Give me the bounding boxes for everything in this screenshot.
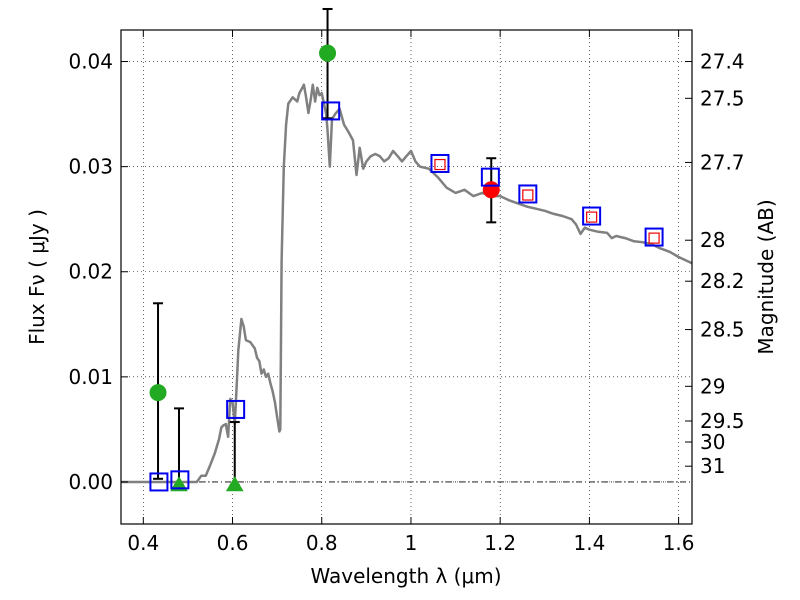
inner-photometry-square-3 <box>648 232 660 244</box>
model-photometry-square-3 <box>321 101 341 121</box>
data-point-3-0 <box>482 181 500 199</box>
x-tick-label-0: 0.4 <box>127 531 159 555</box>
y-axis-right-label: Magnitude (AB) <box>754 199 778 354</box>
inner-photometry-square-1 <box>522 189 534 201</box>
right-tick-label-3: 28 <box>700 228 725 252</box>
x-tick-label-3: 1 <box>405 531 418 555</box>
axes: 0.4 0.6 0.8 1 1.2 1.4 1.6 0.00 0.01 0.02 0.03 0.04 2… <box>68 30 745 555</box>
right-tick-label-0: 27.4 <box>700 50 745 74</box>
y-tick-label-3: 0.03 <box>68 155 113 179</box>
model-photometry-square-1 <box>170 470 190 490</box>
data-series <box>121 7 693 492</box>
inner-photometry-square-0 <box>434 158 446 171</box>
model-photometry-square-8 <box>644 227 664 247</box>
x-tick-label-2: 0.8 <box>306 531 338 555</box>
right-tick-label-8: 30 <box>700 430 725 454</box>
x-tick-label-1: 0.6 <box>217 531 249 555</box>
x-axis-label: Wavelength λ (μm) <box>310 564 501 588</box>
right-tick-label-5: 28.5 <box>700 318 745 342</box>
y-tick-label-2: 0.02 <box>68 260 113 284</box>
right-tick-label-1: 27.5 <box>700 86 745 110</box>
y-tick-label-1: 0.01 <box>68 365 113 389</box>
model-photometry-square-6 <box>518 184 538 204</box>
model-photometry-square-7 <box>582 206 602 226</box>
x-tick-label-6: 1.6 <box>663 531 695 555</box>
upper-limit-marker-1 <box>225 476 244 492</box>
upper-limit-marker-0 <box>170 476 188 492</box>
sed-model-line <box>121 83 693 484</box>
y-tick-label-4: 0.04 <box>68 50 113 74</box>
right-tick-label-9: 31 <box>700 454 725 478</box>
plot-frame <box>120 29 693 525</box>
right-tick-label-6: 29 <box>700 374 725 398</box>
x-tick-label-5: 1.4 <box>573 531 605 555</box>
data-point-1-1 <box>319 44 337 62</box>
model-photometry-square-5 <box>480 167 500 187</box>
y-tick-label-0: 0.00 <box>68 470 113 494</box>
right-tick-label-7: 29.5 <box>700 409 745 433</box>
data-point-1-0 <box>149 384 167 402</box>
model-photometry-square-4 <box>430 153 450 173</box>
right-tick-label-2: 27.7 <box>700 150 745 174</box>
y-axis-label: Flux Fν ( μJy ) <box>25 209 49 345</box>
model-photometry-square-2 <box>226 399 246 419</box>
right-tick-label-4: 28.2 <box>700 269 745 293</box>
model-photometry-square-0 <box>149 472 169 492</box>
inner-photometry-square-2 <box>586 211 598 223</box>
x-tick-label-4: 1.2 <box>484 531 516 555</box>
